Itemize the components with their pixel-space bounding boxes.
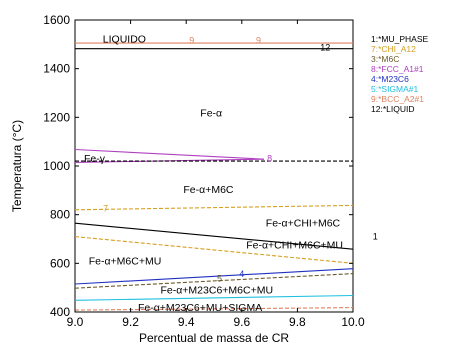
series-line-chi-m6c [74, 204, 354, 211]
series-line-bcc-low [74, 307, 354, 311]
series-line-chi-lower [74, 236, 354, 264]
region-label: LIQUIDO [103, 33, 146, 45]
x-tick-label: 9.2 [122, 315, 139, 329]
legend-entry: 7:*CHI_A12 [371, 44, 416, 54]
curve-number-label: 9 [256, 36, 261, 46]
legend-entry: 5:*SIGMA#1 [371, 84, 419, 94]
legend-entry: 8:*FCC_A1#1 [371, 64, 424, 74]
region-label: Fe-α+M23C6+M6C+MU [160, 284, 273, 296]
x-tick-label: 10.0 [341, 315, 365, 329]
region-label: Fe-α+M23C6+MU+SIGMA [138, 302, 262, 314]
series-line-sigma [74, 294, 354, 301]
series-line-fcc-lower [74, 158, 265, 163]
x-axis-label: Percentual de massa de CR [139, 331, 289, 345]
x-tick-label: 9.0 [67, 315, 84, 329]
curve-number-label: 9 [189, 36, 194, 46]
series-line-fcc-upper [74, 148, 265, 160]
series-line-mu-upper [74, 222, 354, 250]
legend-entry: 12:*LIQUID [371, 104, 414, 114]
region-label: Fe-γ [84, 153, 106, 165]
region-label: Fe-α+M6C [183, 184, 234, 196]
region-label: Fe-α+M6C+MU [89, 255, 162, 267]
curve-number-label: 4 [239, 269, 244, 279]
curve-number-label: 1 [373, 232, 378, 242]
curve-number-label: 7 [103, 204, 108, 214]
legend-entry: 9:*BCC_A2#1 [371, 94, 424, 104]
legend-entry: 1:*MU_PHASE [371, 34, 428, 44]
y-tick-label: 1000 [43, 159, 70, 173]
curve-number-label: 8 [267, 154, 272, 164]
series-line-m6c-lower [74, 273, 354, 289]
legend-entry: 3:*M6C [371, 54, 399, 64]
y-tick-label: 1400 [43, 62, 70, 76]
curve-number-label: 5 [217, 273, 222, 283]
y-axis-label: Temperatura (°C) [10, 120, 24, 212]
plot-area [74, 19, 354, 313]
x-tick-label: 9.4 [178, 315, 195, 329]
y-tick-label: 1600 [43, 13, 70, 27]
series-line-m23c6 [74, 268, 354, 285]
y-tick-label: 800 [50, 208, 70, 222]
x-tick-label: 9.6 [233, 315, 250, 329]
region-label: Fe-α+CHI+M6C [266, 217, 341, 229]
y-tick-label: 1200 [43, 110, 70, 124]
region-label: Fe-α+CHI+M6C+MU [246, 239, 343, 251]
curve-number-label: 12 [320, 42, 330, 52]
x-tick-label: 9.8 [289, 315, 306, 329]
region-label: Fe-α [200, 107, 222, 119]
legend-entry: 4:*M23C6 [371, 74, 409, 84]
y-tick-label: 400 [50, 305, 70, 319]
y-tick-label: 600 [50, 256, 70, 270]
